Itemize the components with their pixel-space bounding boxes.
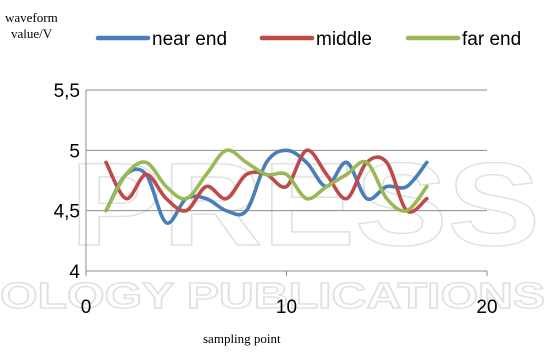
y-tick-label: 5 — [69, 141, 80, 162]
legend-label-far-end: far end — [462, 29, 521, 50]
x-tick-label: 20 — [476, 297, 497, 318]
legend: near end middle far end — [95, 29, 521, 50]
x-tick-label: 0 — [81, 297, 92, 318]
tick-labels: 4 4,5 5 5,5 0 10 20 — [54, 81, 498, 318]
x-tick-label: 10 — [276, 297, 297, 318]
y-tick-label: 4,5 — [54, 202, 80, 223]
y-axis-title-line-1: waveform — [5, 10, 58, 25]
y-tick-label: 4 — [69, 262, 80, 283]
x-axis-title: sampling point — [203, 331, 281, 346]
watermark-bottom-text: OLOGY PUBLICATIONS — [0, 275, 545, 316]
legend-label-near-end: near end — [152, 29, 227, 50]
series-lines — [104, 148, 429, 225]
watermark: PRESS OLOGY PUBLICATIONS — [0, 138, 545, 316]
legend-label-middle: middle — [316, 29, 372, 50]
y-tick-label: 5,5 — [54, 81, 80, 102]
series-line-near-end — [104, 148, 429, 225]
y-axis-title-line-2: value/V — [11, 26, 53, 41]
series-line-far-end — [104, 148, 429, 213]
axes — [85, 90, 488, 276]
